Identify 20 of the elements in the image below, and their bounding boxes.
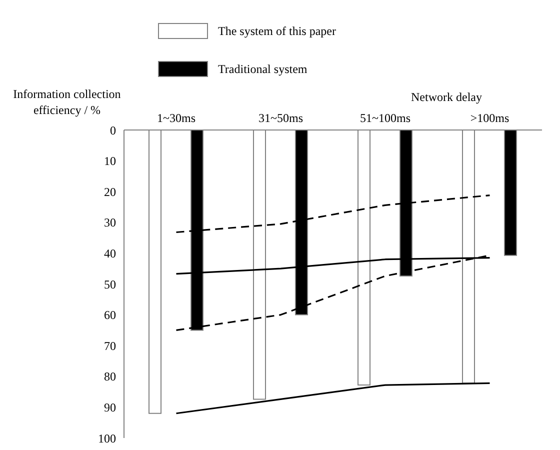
y-tick-label: 20 [104,184,116,199]
y-tick-label: 0 [110,123,116,138]
y-tick-label: 70 [104,338,116,353]
y-tick-label: 80 [104,370,116,384]
legend-label: Traditional system [218,62,308,76]
y-tick-label: 100 [98,431,116,446]
x-tick-label: 31~50ms [258,111,304,125]
x-tick-label: 1~30ms [157,111,196,125]
y-tick-label: 50 [104,277,116,292]
x-axis-title: Network delay [411,90,482,105]
y-tick-label: 30 [104,216,116,230]
y-axis-title: Information collection efficiency / % [12,86,122,118]
y-tick-label: 90 [104,400,116,414]
x-tick-label: 51~100ms [360,111,411,125]
line-series [175,382,491,414]
y-tick-label: 10 [104,154,116,168]
x-tick-label: >100ms [470,111,510,125]
y-tick-label: 40 [104,246,116,260]
legend-label: The system of this paper [218,24,336,38]
y-tick-label: 60 [104,308,116,322]
